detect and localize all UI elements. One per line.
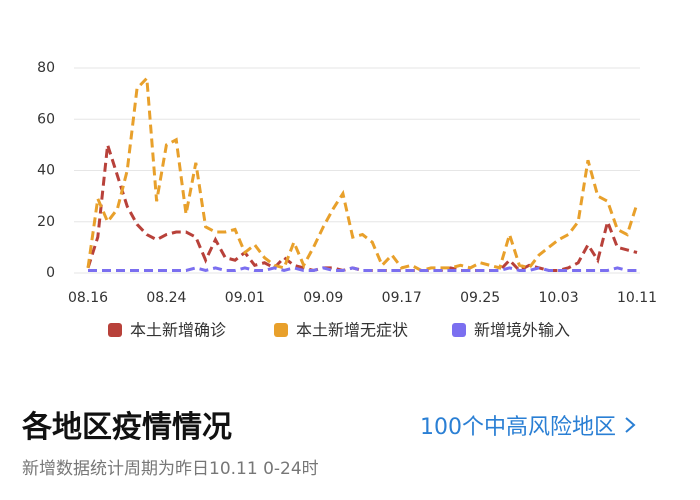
x-tick-label: 10.03 [539,290,579,306]
legend-label: 新增境外输入 [474,321,570,340]
y-tick-label: 60 [37,111,55,127]
y-tick-label: 20 [37,214,55,230]
legend-swatch [108,323,122,337]
legend-label: 本土新增无症状 [296,321,408,340]
x-tick-label: 09.09 [303,290,343,306]
risk-area-link[interactable]: 100个中高风险地区 [420,409,638,441]
y-tick-label: 0 [46,265,55,281]
legend-label: 本土新增确诊 [130,321,226,340]
x-tick-label: 08.24 [146,290,186,306]
y-tick-label: 80 [37,60,55,76]
series-line [86,144,638,273]
x-tick-label: 09.17 [382,290,422,306]
section-heading: 各地区疫情情况 [22,410,232,445]
link-text[interactable]: 100个中高风险地区 [420,415,616,440]
x-tick-label: 10.11 [617,290,657,306]
x-tick-label: 08.16 [68,290,108,306]
chart: 0 20 40 60 80 08.16 08.24 09.01 09.09 09.17 09.25 1… [37,60,657,340]
section-subtitle: 新增数据统计周期为昨日10.11 0-24时 [22,459,319,479]
series-line [88,266,637,272]
x-tick-label: 09.25 [460,290,500,306]
x-tick-label: 09.01 [225,290,265,306]
legend-swatch [452,323,466,337]
series-line [86,74,639,273]
y-tick-label: 40 [37,163,55,179]
legend-swatch [274,323,288,337]
chevron[interactable] [622,414,638,436]
